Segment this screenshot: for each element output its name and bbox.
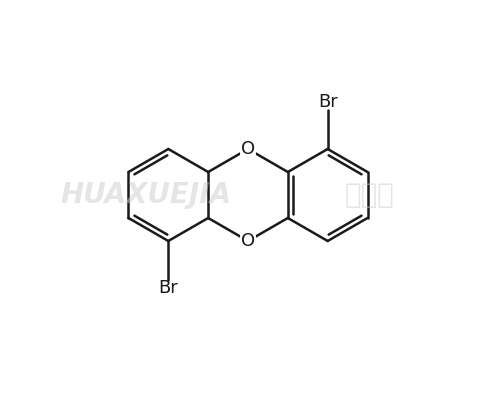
Text: Br: Br	[158, 279, 178, 297]
Text: 化学加: 化学加	[345, 181, 395, 209]
Text: O: O	[241, 232, 255, 250]
Text: HUAXUEJIA: HUAXUEJIA	[60, 181, 231, 209]
Text: Br: Br	[318, 93, 338, 111]
Text: O: O	[241, 140, 255, 158]
